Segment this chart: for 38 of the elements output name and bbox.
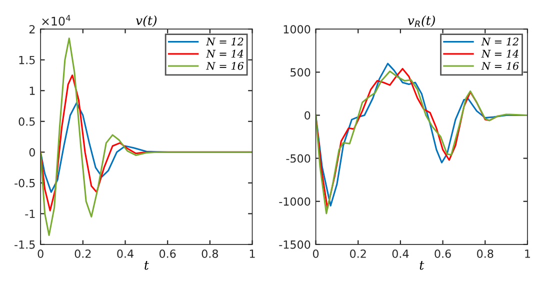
x-axis-title: t: [420, 261, 424, 270]
x-tick-label: 0: [38, 249, 44, 258]
legend-label: N = 14: [206, 50, 244, 58]
x-tick-label: 0.6: [159, 249, 176, 258]
legend-label: N = 16: [206, 62, 244, 70]
y-tick-label: -1500: [279, 240, 310, 249]
y-tick-label: -1: [25, 210, 35, 218]
x-tick-label: 0.6: [434, 249, 451, 258]
legend-label: N = 12: [481, 38, 518, 46]
chart-title: v$_{R}$(t): [408, 15, 435, 27]
x-tick-label: 1: [525, 250, 530, 258]
y-tick-label: -0.5: [14, 178, 35, 188]
y-tick-label: 0: [304, 111, 310, 120]
x-tick-label: 0.2: [350, 249, 366, 258]
y-tick-label: 1.5: [19, 56, 35, 64]
x-tick-label: 0.8: [202, 249, 218, 258]
x-tick-label: 1: [250, 250, 255, 258]
x-tick-label: 0.4: [117, 249, 134, 258]
y-tick-label: 2: [29, 25, 35, 34]
text: ×10$^{4}$: [42, 14, 70, 26]
x-tick-label: 0: [312, 249, 319, 258]
y-tick-label: 1: [30, 86, 35, 95]
legend-label: N = 16: [481, 62, 519, 70]
x-axis-title: t: [144, 261, 149, 270]
y-tick-label: -1.5: [14, 240, 35, 249]
chart-title: v(t): [136, 15, 157, 27]
y-tick-label: 500: [290, 68, 310, 77]
line-series: [40, 38, 252, 236]
y-tick-label: -1000: [279, 197, 310, 206]
y-tick-label: -500: [286, 154, 310, 163]
x-tick-label: 0.2: [74, 249, 91, 258]
legend-label: N = 14: [481, 50, 518, 58]
legend-label: N = 12: [206, 38, 244, 46]
y-tick-label: 0: [29, 148, 35, 157]
x-tick-label: 0.8: [477, 249, 494, 258]
y-tick-label: 1000: [284, 25, 310, 34]
y-tick-label: 0.5: [18, 117, 35, 126]
x-tick-label: 0.4: [392, 249, 409, 258]
